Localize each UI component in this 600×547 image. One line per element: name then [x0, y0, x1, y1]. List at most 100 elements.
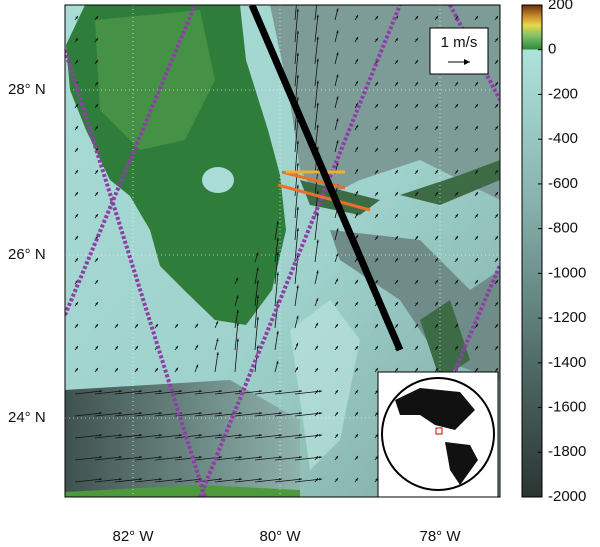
velocity-arrowhead	[315, 456, 318, 459]
velocity-arrowhead	[395, 147, 398, 151]
velocity-arrow	[214, 352, 219, 373]
velocity-arrowhead	[495, 214, 498, 217]
velocity-arrowhead	[355, 301, 358, 305]
velocity-arrowhead	[259, 390, 262, 393]
highland	[95, 10, 215, 150]
velocity-arrowhead	[95, 192, 98, 195]
velocity-arrowhead	[95, 302, 98, 305]
velocity-arrow	[314, 14, 319, 43]
velocity-arrowhead	[236, 309, 239, 313]
velocity-arrowhead	[315, 345, 318, 349]
velocity-arrow	[214, 412, 243, 417]
velocity-arrowhead	[435, 214, 438, 217]
velocity-arrow	[94, 412, 123, 417]
velocity-arrowhead	[139, 412, 142, 415]
lat-label: 28° N	[8, 81, 46, 98]
velocity-arrowhead	[395, 235, 398, 239]
velocity-arrow	[274, 390, 303, 395]
velocity-arrow	[94, 456, 123, 461]
velocity-arrowhead	[319, 456, 322, 459]
velocity-arrowhead	[395, 15, 398, 19]
velocity-arrow	[294, 206, 299, 241]
velocity-arrowhead	[256, 280, 259, 284]
velocity-arrow	[274, 412, 303, 417]
track	[448, 5, 500, 101]
velocity-arrowhead	[175, 323, 178, 327]
velocity-arrowhead	[219, 434, 222, 437]
velocity-arrow	[314, 80, 319, 109]
lon-label: 78° W	[419, 528, 461, 545]
velocity-arrow	[294, 118, 299, 153]
velocity-arrowhead	[95, 126, 98, 129]
velocity-arrow	[234, 338, 239, 373]
velocity-arrow	[114, 434, 143, 439]
velocity-arrowhead	[375, 279, 378, 283]
velocity-arrowhead	[475, 346, 478, 349]
velocity-arrow	[234, 412, 263, 417]
velocity-arrowhead	[435, 280, 438, 283]
velocity-arrowhead	[455, 324, 458, 327]
velocity-arrow	[294, 30, 299, 65]
velocity-arrowhead	[355, 80, 358, 84]
velocity-arrow	[314, 58, 319, 87]
velocity-arrowhead	[179, 434, 182, 437]
velocity-arrowhead	[395, 169, 398, 173]
velocity-arrowhead	[99, 390, 102, 393]
velocity-arrowhead	[475, 324, 478, 327]
velocity-arrow	[254, 434, 283, 439]
velocity-arrowhead	[319, 412, 322, 415]
velocity-arrow	[294, 140, 299, 175]
velocity-arrowhead	[236, 338, 239, 342]
velocity-arrowhead	[336, 228, 339, 232]
scale-arrowhead	[464, 59, 470, 65]
scale-label: 1 m/s	[441, 34, 478, 51]
velocity-arrow	[114, 456, 143, 461]
velocity-arrowhead	[216, 352, 219, 356]
velocity-arrowhead	[239, 390, 242, 393]
velocity-arrowhead	[75, 368, 78, 371]
velocity-arrowhead	[95, 214, 98, 217]
velocity-arrow	[134, 478, 163, 483]
velocity-arrowhead	[435, 192, 438, 195]
velocity-arrowhead	[315, 367, 318, 371]
velocity-arrowhead	[219, 456, 222, 459]
velocity-arrowhead	[435, 368, 438, 371]
velocity-arrowhead	[375, 37, 378, 41]
velocity-arrowhead	[435, 82, 438, 85]
velocity-arrow	[154, 456, 183, 461]
velocity-arrowhead	[495, 126, 498, 129]
velocity-arrowhead	[95, 60, 98, 63]
velocity-arrowhead	[395, 257, 398, 261]
velocity-arrowhead	[435, 236, 438, 239]
velocity-arrowhead	[75, 346, 78, 349]
velocity-arrowhead	[475, 302, 478, 305]
velocity-arrowhead	[259, 478, 262, 481]
velocity-arrowhead	[455, 126, 458, 129]
velocity-arrowhead	[239, 412, 242, 415]
velocity-arrow	[194, 456, 223, 461]
velocity-arrow	[154, 390, 183, 395]
velocity-arrow	[74, 412, 103, 417]
velocity-field	[74, 5, 499, 483]
velocity-arrowhead	[115, 324, 118, 327]
velocity-arrowhead	[375, 456, 378, 459]
velocity-arrowhead	[335, 478, 338, 481]
velocity-arrowhead	[415, 191, 418, 195]
velocity-arrowhead	[335, 412, 338, 415]
velocity-arrowhead	[355, 58, 358, 62]
velocity-arrow	[234, 309, 239, 329]
velocity-arrowhead	[495, 324, 498, 327]
velocity-arrowhead	[395, 125, 398, 129]
velocity-arrowhead	[355, 345, 358, 349]
velocity-arrow	[134, 456, 163, 461]
velocity-arrowhead	[279, 478, 282, 481]
velocity-arrowhead	[475, 368, 478, 371]
velocity-arrowhead	[475, 126, 478, 129]
velocity-arrowhead	[199, 390, 202, 393]
velocity-arrowhead	[296, 285, 299, 289]
velocity-arrowhead	[415, 125, 418, 129]
velocity-arrowhead	[296, 52, 299, 56]
lon-label: 80° W	[259, 528, 301, 545]
velocity-arrowhead	[276, 252, 279, 255]
velocity-arrowhead	[119, 478, 122, 481]
